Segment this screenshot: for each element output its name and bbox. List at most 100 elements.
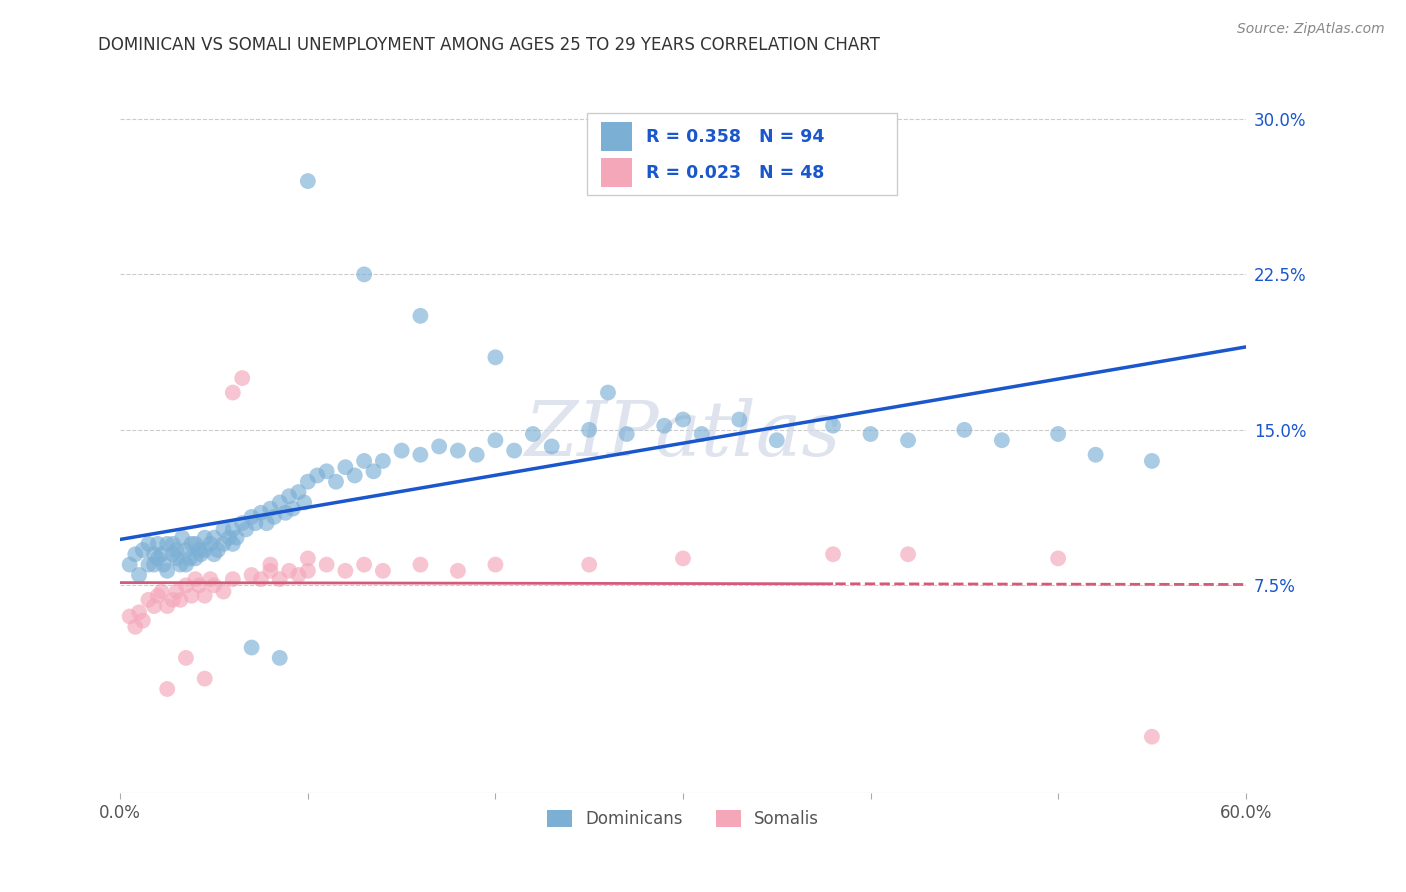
Point: [143, 558, 166, 572]
Point: [180, 589, 202, 603]
Point: [194, 543, 217, 558]
Point: [174, 543, 197, 558]
Point: [335, 460, 357, 475]
Point: [174, 558, 197, 572]
Point: [212, 584, 235, 599]
Text: R = 0.023   N = 48: R = 0.023 N = 48: [645, 163, 824, 182]
Point: [235, 522, 257, 536]
Point: [156, 564, 179, 578]
Point: [150, 584, 173, 599]
Point: [484, 558, 506, 572]
Point: [991, 434, 1014, 448]
Point: [363, 464, 385, 478]
Point: [278, 564, 301, 578]
Point: [231, 516, 253, 530]
Point: [259, 564, 281, 578]
Text: R = 0.358   N = 94: R = 0.358 N = 94: [645, 128, 824, 145]
Point: [118, 558, 141, 572]
Point: [207, 543, 229, 558]
Point: [174, 578, 197, 592]
Point: [184, 551, 207, 566]
Point: [409, 558, 432, 572]
Point: [156, 537, 179, 551]
Point: [162, 547, 184, 561]
Point: [188, 578, 211, 592]
Point: [202, 531, 225, 545]
Point: [222, 572, 245, 586]
Point: [287, 485, 309, 500]
Point: [174, 651, 197, 665]
Point: [156, 599, 179, 613]
Point: [297, 475, 319, 489]
Point: [353, 558, 375, 572]
Text: Source: ZipAtlas.com: Source: ZipAtlas.com: [1237, 22, 1385, 37]
Point: [146, 537, 169, 551]
Point: [263, 510, 285, 524]
Point: [194, 589, 217, 603]
Point: [353, 268, 375, 282]
Point: [578, 423, 600, 437]
Point: [287, 568, 309, 582]
Point: [728, 412, 751, 426]
Point: [427, 440, 450, 454]
Point: [250, 506, 273, 520]
Point: [1140, 730, 1163, 744]
Point: [315, 558, 337, 572]
Point: [202, 578, 225, 592]
Point: [180, 537, 202, 551]
Point: [652, 418, 675, 433]
Point: [371, 454, 394, 468]
FancyBboxPatch shape: [588, 113, 897, 195]
Point: [672, 412, 695, 426]
Point: [953, 423, 976, 437]
Point: [138, 592, 160, 607]
Point: [821, 547, 844, 561]
Point: [202, 547, 225, 561]
Point: [184, 537, 207, 551]
Point: [1047, 551, 1070, 566]
Point: [143, 547, 166, 561]
Point: [256, 516, 278, 530]
Point: [194, 672, 217, 686]
Point: [343, 468, 366, 483]
Point: [212, 522, 235, 536]
Point: [447, 564, 470, 578]
Point: [690, 427, 713, 442]
Point: [240, 568, 263, 582]
Point: [297, 174, 319, 188]
Point: [522, 427, 544, 442]
Text: DOMINICAN VS SOMALI UNEMPLOYMENT AMONG AGES 25 TO 29 YEARS CORRELATION CHART: DOMINICAN VS SOMALI UNEMPLOYMENT AMONG A…: [98, 36, 880, 54]
Point: [212, 537, 235, 551]
Point: [222, 385, 245, 400]
Point: [190, 547, 212, 561]
Point: [188, 543, 211, 558]
Point: [200, 537, 222, 551]
Point: [169, 592, 191, 607]
Point: [128, 605, 150, 619]
Point: [315, 464, 337, 478]
Point: [146, 551, 169, 566]
Point: [259, 501, 281, 516]
Point: [616, 427, 638, 442]
Point: [132, 543, 155, 558]
Point: [222, 522, 245, 536]
Point: [166, 543, 188, 558]
Point: [409, 309, 432, 323]
Point: [897, 547, 920, 561]
Point: [596, 385, 619, 400]
Point: [259, 558, 281, 572]
Point: [447, 443, 470, 458]
Point: [465, 448, 488, 462]
Point: [162, 592, 184, 607]
Point: [1140, 454, 1163, 468]
Point: [821, 418, 844, 433]
Point: [292, 495, 315, 509]
Point: [371, 564, 394, 578]
Point: [172, 531, 194, 545]
Point: [222, 537, 245, 551]
Point: [124, 547, 146, 561]
Point: [179, 551, 201, 566]
Point: [307, 468, 329, 483]
Point: [325, 475, 347, 489]
Point: [765, 434, 787, 448]
